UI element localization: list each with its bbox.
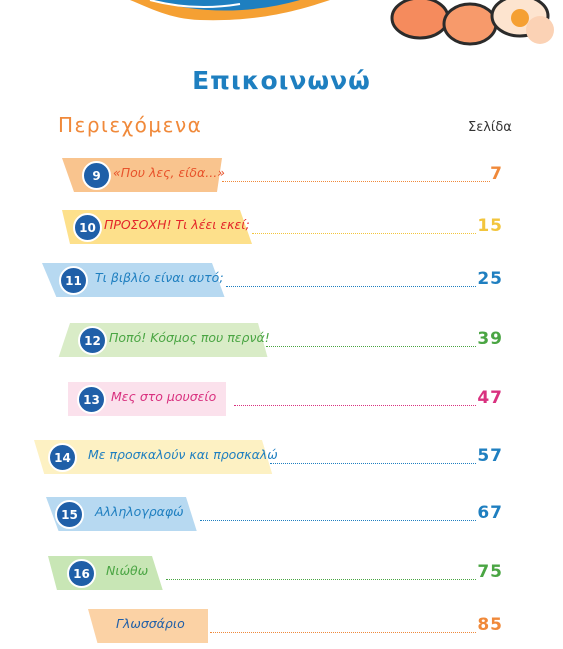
toc-row-chapter-12[interactable]: 12 Ποπό! Κόσμος που περνά! 39: [0, 321, 563, 359]
toc-row-glossary[interactable]: Γλωσσάριο 85: [0, 607, 563, 645]
chapter-number-badge: 14: [48, 443, 77, 472]
page-column-heading: Σελίδα: [468, 120, 512, 135]
toc-row-chapter-16[interactable]: 16 Νιώθω 75: [0, 554, 563, 592]
toc-row-chapter-14[interactable]: 14 Με προσκαλούν και προσκαλώ 57: [0, 438, 563, 476]
chapter-title: Αλληλογραφώ: [95, 504, 184, 519]
chapter-page-number: 67: [477, 503, 503, 523]
header-decoration: [0, 0, 554, 46]
toc-row-chapter-15[interactable]: 15 Αλληλογραφώ 67: [0, 495, 563, 533]
dot-leader: [266, 346, 476, 347]
chapter-title: Νιώθω: [106, 563, 149, 578]
dot-leader: [234, 405, 476, 406]
chapter-page-number: 25: [477, 269, 503, 289]
chapter-number-badge: 9: [82, 161, 111, 190]
chapter-title: ΠΡΟΣΟΧΗ! Τι λέει εκεί;: [104, 217, 250, 232]
chapter-tab: [46, 497, 197, 531]
chapter-tab: [34, 440, 273, 474]
chapter-title: Τι βιβλίο είναι αυτό;: [95, 270, 224, 285]
chapter-tab: [62, 210, 252, 244]
glossary-title: Γλωσσάριο: [116, 616, 185, 631]
chapter-title: Ποπό! Κόσμος που περνά!: [109, 330, 270, 345]
contents-heading: Περιεχόμενα: [58, 113, 203, 137]
chapter-page-number: 47: [477, 388, 503, 408]
dot-leader: [252, 233, 476, 234]
chapter-page-number: 39: [477, 329, 503, 349]
chapter-page-number: 75: [477, 562, 503, 582]
dot-leader: [210, 632, 476, 633]
dot-leader: [226, 286, 476, 287]
chapter-page-number: 57: [477, 446, 503, 466]
chapter-title: Με προσκαλούν και προσκαλώ: [88, 447, 278, 462]
chapter-number-badge: 15: [55, 500, 84, 529]
chapter-title: Μες στο μουσείο: [111, 389, 217, 404]
chapter-page-number: 15: [477, 216, 503, 236]
toc-row-chapter-11[interactable]: 11 Τι βιβλίο είναι αυτό; 25: [0, 261, 563, 299]
chapter-number-badge: 10: [73, 213, 102, 242]
book-title: Επικοινωνώ: [192, 66, 371, 95]
chapter-page-number: 7: [490, 164, 503, 184]
glossary-tab: [88, 609, 208, 643]
chapter-number-badge: 12: [78, 326, 107, 355]
chapter-number-badge: 13: [77, 385, 106, 414]
chapter-number-badge: 11: [59, 266, 88, 295]
dot-leader: [166, 579, 476, 580]
dot-leader: [270, 463, 476, 464]
glossary-page-number: 85: [477, 615, 503, 635]
toc-row-chapter-9[interactable]: 9 «Που λες, είδα...» 7: [0, 156, 563, 194]
dot-leader: [200, 520, 476, 521]
chapter-number-badge: 16: [67, 559, 96, 588]
toc-row-chapter-10[interactable]: 10 ΠΡΟΣΟΧΗ! Τι λέει εκεί; 15: [0, 208, 563, 246]
chapter-tab: [58, 323, 268, 357]
dot-leader: [222, 181, 490, 182]
flower-icon: [390, 0, 554, 46]
chapter-tab: [42, 263, 225, 297]
toc-row-chapter-13[interactable]: 13 Μες στο μουσείο 47: [0, 380, 563, 418]
chapter-title: «Που λες, είδα...»: [113, 165, 225, 180]
